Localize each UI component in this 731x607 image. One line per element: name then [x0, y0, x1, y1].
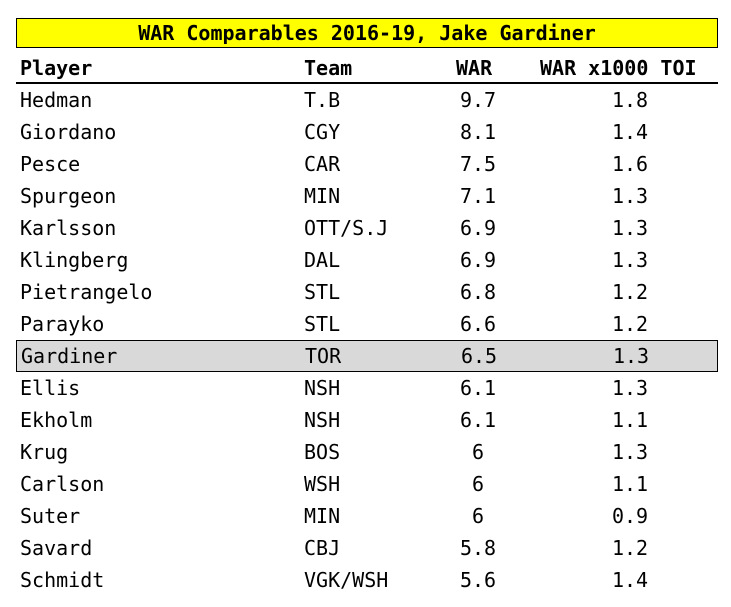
player-cell: Giordano — [20, 120, 117, 144]
war-cell: 6 — [471, 472, 485, 496]
table-title: WAR Comparables 2016-19, Jake Gardiner — [16, 18, 718, 48]
war-cell: 5.6 — [459, 568, 497, 592]
war-cell: 6.9 — [459, 216, 497, 240]
war-x1000-toi-cell: 1.2 — [611, 536, 649, 560]
player-cell: Pesce — [20, 152, 81, 176]
war-cell: 6.9 — [459, 248, 497, 272]
team-cell: BOS — [304, 440, 341, 464]
war-cell: 6 — [471, 504, 485, 528]
team-cell: STL — [304, 312, 341, 336]
table-row: Suter MIN 6 0.9 — [16, 500, 718, 532]
player-cell: Ellis — [20, 376, 81, 400]
player-cell: Klingberg — [20, 248, 129, 272]
team-cell: MIN — [304, 184, 341, 208]
table-row: Krug BOS 6 1.3 — [16, 436, 718, 468]
player-cell: Suter — [20, 504, 81, 528]
war-cell: 6 — [471, 440, 485, 464]
war-x1000-toi-cell: 0.9 — [611, 504, 649, 528]
player-cell: Savard — [20, 536, 93, 560]
war-cell: 9.7 — [459, 88, 497, 112]
player-cell: Pietrangelo — [20, 280, 153, 304]
team-cell: VGK/WSH — [304, 568, 389, 592]
team-cell: NSH — [304, 408, 341, 432]
table-row-highlighted: Gardiner TOR 6.5 1.3 — [16, 340, 718, 372]
team-cell: CAR — [304, 152, 341, 176]
war-x1000-toi-cell: 1.4 — [611, 568, 649, 592]
war-x1000-toi-cell: 1.3 — [611, 184, 649, 208]
table-row: Savard CBJ 5.8 1.2 — [16, 532, 718, 564]
war-x1000-toi-cell: 1.8 — [611, 88, 649, 112]
table-body: Hedman T.B 9.7 1.8 Giordano CGY 8.1 1.4 Pesce CAR… — [16, 84, 718, 596]
team-cell: DAL — [304, 248, 341, 272]
player-cell: Krug — [20, 440, 69, 464]
war-cell: 6.8 — [459, 280, 497, 304]
team-cell: WSH — [304, 472, 341, 496]
player-cell: Gardiner — [21, 344, 118, 368]
war-x1000-toi-cell: 1.1 — [611, 472, 649, 496]
player-cell: Karlsson — [20, 216, 117, 240]
team-cell: CGY — [304, 120, 341, 144]
war-cell: 6.1 — [459, 376, 497, 400]
table-row: Spurgeon MIN 7.1 1.3 — [16, 180, 718, 212]
war-cell: 8.1 — [459, 120, 497, 144]
war-cell: 7.1 — [459, 184, 497, 208]
war-cell: 7.5 — [459, 152, 497, 176]
table-row: Pietrangelo STL 6.8 1.2 — [16, 276, 718, 308]
table-row: Giordano CGY 8.1 1.4 — [16, 116, 718, 148]
table-row: Ekholm NSH 6.1 1.1 — [16, 404, 718, 436]
header-player: Player — [20, 56, 93, 80]
header-team: Team — [304, 56, 353, 80]
team-cell: OTT/S.J — [304, 216, 389, 240]
header-war: WAR — [456, 56, 493, 80]
war-x1000-toi-cell: 1.3 — [612, 344, 650, 368]
table-row: Karlsson OTT/S.J 6.9 1.3 — [16, 212, 718, 244]
table-header-row: Player Team WAR WAR x1000 TOI — [16, 52, 718, 84]
table-row: Parayko STL 6.6 1.2 — [16, 308, 718, 340]
player-cell: Carlson — [20, 472, 105, 496]
war-x1000-toi-cell: 1.3 — [611, 440, 649, 464]
war-x1000-toi-cell: 1.3 — [611, 248, 649, 272]
table-row: Ellis NSH 6.1 1.3 — [16, 372, 718, 404]
player-cell: Parayko — [20, 312, 105, 336]
player-cell: Hedman — [20, 88, 93, 112]
team-cell: STL — [304, 280, 341, 304]
table-row: Pesce CAR 7.5 1.6 — [16, 148, 718, 180]
header-war-x1000-toi: WAR x1000 TOI — [540, 56, 697, 80]
team-cell: MIN — [304, 504, 341, 528]
war-x1000-toi-cell: 1.3 — [611, 216, 649, 240]
war-x1000-toi-cell: 1.2 — [611, 280, 649, 304]
team-cell: T.B — [304, 88, 341, 112]
player-cell: Schmidt — [20, 568, 105, 592]
table-row: Hedman T.B 9.7 1.8 — [16, 84, 718, 116]
war-x1000-toi-cell: 1.3 — [611, 376, 649, 400]
player-cell: Spurgeon — [20, 184, 117, 208]
player-cell: Ekholm — [20, 408, 93, 432]
war-x1000-toi-cell: 1.2 — [611, 312, 649, 336]
war-cell: 5.8 — [459, 536, 497, 560]
war-cell: 6.5 — [460, 344, 498, 368]
table-row: Schmidt VGK/WSH 5.6 1.4 — [16, 564, 718, 596]
war-cell: 6.1 — [459, 408, 497, 432]
team-cell: NSH — [304, 376, 341, 400]
team-cell: CBJ — [304, 536, 341, 560]
war-x1000-toi-cell: 1.4 — [611, 120, 649, 144]
team-cell: TOR — [305, 344, 342, 368]
war-x1000-toi-cell: 1.6 — [611, 152, 649, 176]
table-row: Carlson WSH 6 1.1 — [16, 468, 718, 500]
war-cell: 6.6 — [459, 312, 497, 336]
war-x1000-toi-cell: 1.1 — [611, 408, 649, 432]
table-row: Klingberg DAL 6.9 1.3 — [16, 244, 718, 276]
